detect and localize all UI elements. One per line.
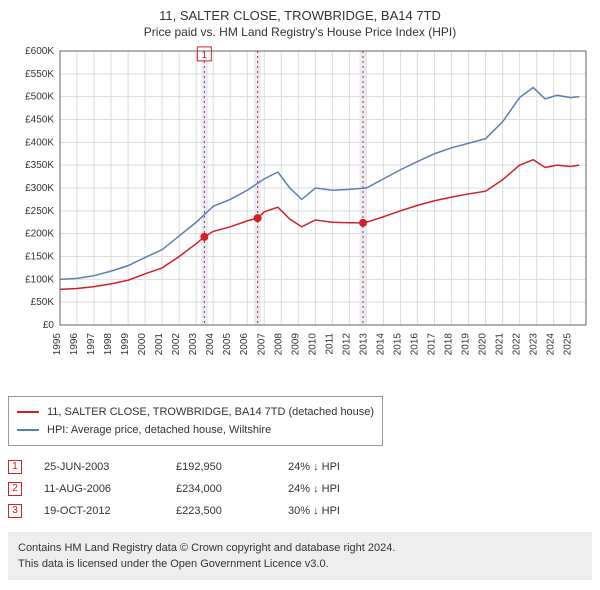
price-chart: £0 £50K £100K £150K £200K £250K £300K £350K £400… xyxy=(8,45,592,388)
sale-delta: 24% ↓ HPI xyxy=(288,478,340,500)
page-title: 11, SALTER CLOSE, TROWBRIDGE, BA14 7TD xyxy=(8,8,592,23)
svg-text:2012: 2012 xyxy=(341,333,352,356)
page-subtitle: Price paid vs. HM Land Registry's House … xyxy=(8,25,592,39)
legend-swatch xyxy=(17,411,39,413)
svg-text:2013: 2013 xyxy=(358,333,369,356)
sale-price: £234,000 xyxy=(176,478,266,500)
sale-marker-number: 2 xyxy=(8,482,22,496)
svg-text:1999: 1999 xyxy=(120,333,131,356)
svg-text:£250K: £250K xyxy=(25,206,54,217)
svg-text:£50K: £50K xyxy=(31,297,55,308)
sale-price: £192,950 xyxy=(176,456,266,478)
svg-text:£300K: £300K xyxy=(25,183,54,194)
svg-text:2002: 2002 xyxy=(171,333,182,356)
svg-text:2004: 2004 xyxy=(205,333,216,356)
svg-text:2019: 2019 xyxy=(461,333,472,356)
svg-text:2008: 2008 xyxy=(273,333,284,356)
sale-marker-number: 1 xyxy=(8,460,22,474)
legend-label: HPI: Average price, detached house, Wilt… xyxy=(47,421,271,439)
footer-line-2: This data is licensed under the Open Gov… xyxy=(18,556,582,572)
svg-text:2009: 2009 xyxy=(290,333,301,356)
sale-row: 2 11-AUG-2006 £234,000 24% ↓ HPI xyxy=(8,478,592,500)
svg-text:2024: 2024 xyxy=(546,333,557,356)
svg-text:2021: 2021 xyxy=(495,333,506,356)
sale-date: 19-OCT-2012 xyxy=(44,500,154,522)
svg-text:2020: 2020 xyxy=(478,333,489,356)
svg-text:2010: 2010 xyxy=(307,333,318,356)
svg-text:1997: 1997 xyxy=(86,333,97,356)
sale-row: 3 19-OCT-2012 £223,500 30% ↓ HPI xyxy=(8,500,592,522)
sale-delta: 30% ↓ HPI xyxy=(288,500,340,522)
svg-text:2023: 2023 xyxy=(529,333,540,356)
svg-text:£0: £0 xyxy=(43,320,55,331)
svg-text:2025: 2025 xyxy=(563,333,574,356)
svg-text:£400K: £400K xyxy=(25,137,54,148)
svg-text:1996: 1996 xyxy=(69,333,80,356)
svg-text:£350K: £350K xyxy=(25,160,54,171)
sale-marker-number: 3 xyxy=(8,504,22,518)
legend-label: 11, SALTER CLOSE, TROWBRIDGE, BA14 7TD (… xyxy=(47,403,374,421)
svg-text:£550K: £550K xyxy=(25,69,54,80)
svg-text:2018: 2018 xyxy=(444,333,455,356)
legend-swatch xyxy=(17,429,39,431)
svg-text:2017: 2017 xyxy=(426,333,437,356)
sales-table: 1 25-JUN-2003 £192,950 24% ↓ HPI 2 11-AUG-200… xyxy=(8,456,592,522)
legend-item: 11, SALTER CLOSE, TROWBRIDGE, BA14 7TD (… xyxy=(17,403,374,421)
sale-date: 25-JUN-2003 xyxy=(44,456,154,478)
svg-text:2014: 2014 xyxy=(375,333,386,356)
svg-text:£450K: £450K xyxy=(25,115,54,126)
svg-text:2006: 2006 xyxy=(239,333,250,356)
legend: 11, SALTER CLOSE, TROWBRIDGE, BA14 7TD (… xyxy=(8,396,383,446)
svg-text:2022: 2022 xyxy=(512,333,523,356)
svg-text:2005: 2005 xyxy=(222,333,233,356)
sale-delta: 24% ↓ HPI xyxy=(288,456,340,478)
svg-text:2007: 2007 xyxy=(256,333,267,356)
svg-text:£150K: £150K xyxy=(25,252,54,263)
svg-text:2001: 2001 xyxy=(154,333,165,356)
footer-attribution: Contains HM Land Registry data © Crown c… xyxy=(8,532,592,580)
svg-text:£200K: £200K xyxy=(25,229,54,240)
svg-text:2000: 2000 xyxy=(137,333,148,356)
svg-text:£500K: £500K xyxy=(25,92,54,103)
svg-text:1: 1 xyxy=(202,50,208,61)
svg-text:1998: 1998 xyxy=(103,333,114,356)
svg-text:2003: 2003 xyxy=(188,333,199,356)
svg-text:£600K: £600K xyxy=(25,46,54,57)
footer-line-1: Contains HM Land Registry data © Crown c… xyxy=(18,540,582,556)
legend-item: HPI: Average price, detached house, Wilt… xyxy=(17,421,374,439)
svg-text:2011: 2011 xyxy=(324,333,335,355)
svg-text:2015: 2015 xyxy=(392,333,403,356)
sale-date: 11-AUG-2006 xyxy=(44,478,154,500)
sale-price: £223,500 xyxy=(176,500,266,522)
svg-text:1995: 1995 xyxy=(52,333,63,356)
svg-text:£100K: £100K xyxy=(25,274,54,285)
sale-row: 1 25-JUN-2003 £192,950 24% ↓ HPI xyxy=(8,456,592,478)
svg-text:2016: 2016 xyxy=(409,333,420,356)
